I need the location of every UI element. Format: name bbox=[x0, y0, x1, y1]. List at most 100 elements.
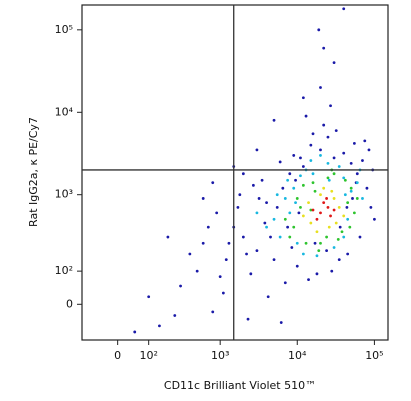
event-dot bbox=[330, 269, 334, 273]
event-dot bbox=[275, 205, 279, 209]
event-dot bbox=[179, 284, 182, 288]
event-dot bbox=[211, 181, 215, 185]
event-dot bbox=[294, 201, 297, 205]
event-dot bbox=[241, 172, 245, 176]
x-tick-label: 0 bbox=[114, 349, 121, 362]
event-dot bbox=[365, 186, 369, 190]
event-dot bbox=[337, 165, 341, 168]
event-dot bbox=[292, 186, 296, 190]
event-dot bbox=[286, 178, 290, 182]
event-dot bbox=[309, 143, 313, 147]
event-dot bbox=[292, 154, 296, 157]
event-dot bbox=[342, 235, 346, 239]
event-dot bbox=[369, 205, 373, 209]
event-dot bbox=[334, 221, 338, 225]
x-tick-label: 10⁴ bbox=[288, 349, 307, 362]
y-tick-label: 0 bbox=[66, 297, 73, 310]
y-tick-label: 10⁵ bbox=[55, 23, 73, 36]
event-dot bbox=[317, 28, 321, 32]
event-dot bbox=[367, 148, 371, 152]
event-dot bbox=[301, 214, 305, 218]
event-dot bbox=[263, 221, 267, 225]
event-dot bbox=[227, 241, 231, 245]
event-dot bbox=[326, 205, 330, 209]
event-dot bbox=[340, 230, 344, 234]
event-dot bbox=[325, 197, 328, 200]
event-dot bbox=[322, 186, 326, 190]
event-dot bbox=[315, 230, 319, 234]
y-tick-label: 10³ bbox=[55, 188, 73, 201]
event-dot bbox=[290, 246, 294, 249]
event-dot bbox=[246, 317, 250, 321]
event-dot bbox=[332, 156, 336, 160]
event-dot bbox=[206, 225, 210, 229]
event-dot bbox=[173, 314, 177, 317]
event-dot bbox=[279, 321, 283, 324]
event-dot bbox=[355, 197, 359, 200]
event-dot bbox=[349, 189, 353, 193]
event-dot bbox=[311, 172, 315, 176]
event-dot bbox=[221, 291, 225, 295]
plot-frame bbox=[81, 4, 389, 341]
event-dot bbox=[255, 211, 259, 215]
event-dot bbox=[133, 330, 137, 334]
event-dot bbox=[297, 211, 301, 215]
event-dot bbox=[326, 162, 330, 165]
event-dot bbox=[255, 148, 259, 152]
event-dot bbox=[147, 295, 151, 299]
event-dot bbox=[349, 186, 353, 190]
event-dot bbox=[332, 208, 336, 212]
event-dot bbox=[332, 172, 336, 176]
event-dot bbox=[299, 174, 302, 178]
event-dot bbox=[342, 214, 346, 218]
event-dot bbox=[313, 189, 317, 193]
event-dot bbox=[215, 211, 219, 215]
event-dot bbox=[355, 181, 359, 185]
x-tick-label: 10² bbox=[139, 349, 157, 362]
x-axis-label: CD11c Brilliant Violet 510™ bbox=[164, 379, 316, 392]
event-dot bbox=[309, 159, 313, 162]
event-dot bbox=[307, 201, 310, 205]
x-tick-label: 10⁵ bbox=[365, 349, 383, 362]
event-dot bbox=[315, 254, 319, 258]
event-dot bbox=[236, 205, 240, 209]
event-dot bbox=[319, 211, 322, 215]
event-dot bbox=[245, 252, 248, 256]
x-tick-label: 10³ bbox=[211, 349, 229, 362]
event-dot bbox=[201, 241, 205, 245]
event-dot bbox=[315, 272, 319, 276]
event-dot bbox=[311, 132, 315, 136]
event-dot bbox=[352, 211, 356, 215]
event-dot bbox=[337, 258, 341, 262]
event-dot bbox=[326, 176, 330, 180]
event-dot bbox=[278, 235, 282, 239]
event-dot bbox=[332, 197, 336, 200]
event-dot bbox=[319, 86, 322, 89]
y-tick-label: 10⁴ bbox=[55, 105, 74, 118]
event-dot bbox=[322, 201, 326, 205]
event-dot bbox=[272, 217, 276, 221]
event-dot bbox=[327, 225, 331, 229]
event-dot bbox=[332, 246, 336, 249]
event-dot bbox=[311, 208, 315, 212]
event-dot bbox=[260, 178, 264, 182]
event-dot bbox=[337, 205, 341, 209]
event-dot bbox=[211, 310, 215, 314]
event-dot bbox=[363, 139, 367, 143]
event-dot bbox=[301, 183, 305, 187]
event-dot bbox=[325, 235, 328, 239]
event-dot bbox=[307, 278, 310, 282]
event-dot bbox=[201, 197, 205, 200]
event-dot bbox=[352, 141, 356, 145]
event-dot bbox=[326, 135, 330, 139]
event-dot bbox=[355, 172, 359, 176]
event-dot bbox=[283, 281, 287, 285]
event-dot bbox=[241, 235, 245, 239]
event-dot bbox=[373, 217, 376, 221]
y-tick-label: 10² bbox=[55, 264, 73, 277]
event-dot bbox=[319, 241, 322, 245]
event-dot bbox=[249, 272, 253, 276]
event-dot bbox=[330, 189, 334, 193]
event-dot bbox=[269, 235, 272, 239]
